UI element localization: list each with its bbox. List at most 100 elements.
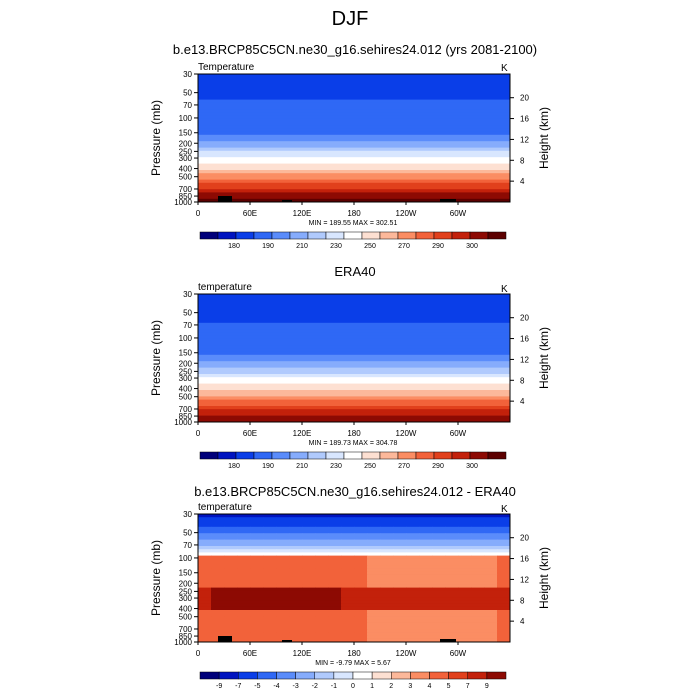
panel-3-contour-cell xyxy=(458,571,472,576)
panel-1-x-tick-label: 60W xyxy=(450,209,467,218)
panel-2-colorbar-swatch xyxy=(415,451,435,460)
panel-3-contour-cell xyxy=(315,523,329,528)
panel-3-contour-cell xyxy=(289,638,303,643)
panel-3-contour-cell xyxy=(302,552,316,557)
panel-3-contour-cell xyxy=(276,530,290,534)
panel-3-contour-cell xyxy=(224,584,238,589)
panel-3-contour-cell xyxy=(211,562,225,566)
panel-3-contour-cell xyxy=(419,542,433,547)
panel-3-contour-cell xyxy=(198,587,212,592)
panel-3-contour-cell xyxy=(341,594,355,598)
panel-3-contour-cell xyxy=(224,555,238,560)
panel-3-contour-cell xyxy=(393,600,407,605)
panel-3-contour-cell xyxy=(276,526,290,531)
panel-3-contour-cell xyxy=(341,606,355,611)
panel-3-contour-cell xyxy=(380,523,394,528)
panel-3-contour-cell xyxy=(302,526,316,531)
panel-1-plot xyxy=(198,74,511,203)
panel-3-contour-cell xyxy=(302,565,316,569)
panel-3-contour-cell xyxy=(328,632,342,637)
panel-3-contour-cell xyxy=(406,613,420,617)
panel-3-contour-cell xyxy=(211,533,225,537)
panel-3-contour-cell xyxy=(445,546,459,550)
panel-3-y-axis-title: Pressure (mb) xyxy=(149,540,163,616)
panel-3-colorbar-label: -9 xyxy=(216,683,222,690)
panel-3-contour-cell xyxy=(419,558,433,563)
panel-3-contour-cell xyxy=(484,549,498,553)
panel-1-colorbar-swatch xyxy=(325,231,345,240)
panel-3-contour-cell xyxy=(497,603,511,608)
panel-3-contour-cell xyxy=(445,514,459,518)
panel-3-contour-cell xyxy=(497,571,511,576)
panel-3-contour-cell xyxy=(263,533,277,537)
panel-3-contour-cell xyxy=(328,606,342,611)
panel-3-contour-cell xyxy=(367,552,381,557)
panel-3-contour-cell xyxy=(497,626,511,630)
panel-3-contour-cell xyxy=(432,578,446,582)
panel-3-contour-cell xyxy=(237,632,251,637)
panel-3-contour-cell xyxy=(237,523,251,528)
panel-3-contour-cell xyxy=(250,530,264,534)
panel-3-contour-cell xyxy=(354,571,368,576)
panel-3-contour-cell xyxy=(263,584,277,589)
panel-3-contour-cell xyxy=(289,590,303,595)
panel-3-contour-cell xyxy=(497,539,511,544)
panel-3-contour-cell xyxy=(250,565,264,569)
panel-3-contour-cell xyxy=(406,514,420,518)
panel-1-y-axis-right-title: Height (km) xyxy=(537,107,551,169)
panel-3-contour-cell xyxy=(406,517,420,521)
panel-2-colorbar-label: 180 xyxy=(228,463,240,470)
panel-3-y-tick-label: 200 xyxy=(179,579,193,588)
panel-3-contour-cell xyxy=(406,603,420,608)
panel-2-plot xyxy=(198,294,511,423)
panel-3-contour-cell xyxy=(263,616,277,621)
panel-3-contour-cell xyxy=(406,562,420,566)
panel-3-contour-cell xyxy=(380,555,394,560)
panel-3-contour-cell xyxy=(432,635,446,640)
panel-3-contour-cell xyxy=(458,632,472,637)
panel-3-contour-cell xyxy=(432,568,446,573)
panel-3-contour-cell xyxy=(276,542,290,547)
panel-1-colorbar-label: 250 xyxy=(364,243,376,250)
panel-3-contour-cell xyxy=(224,536,238,541)
panel-3-contour-cell xyxy=(354,520,368,525)
panel-3-y-tick-label: 50 xyxy=(183,529,192,538)
panel-1-y-tick-label: 250 xyxy=(179,147,193,156)
panel-3-contour-cell xyxy=(419,546,433,550)
panel-3-colorbar-label: -4 xyxy=(273,683,279,690)
panel-3-contour-cell xyxy=(341,590,355,595)
panel-3-contour-cell xyxy=(497,520,511,525)
panel-1-contour-cell xyxy=(198,134,511,139)
panel-3-contour-cell xyxy=(250,526,264,531)
panel-3-contour-cell xyxy=(315,600,329,605)
panel-3-contour-cell xyxy=(315,603,329,608)
panel-3-contour-cell xyxy=(484,520,498,525)
panel-3-contour-cell xyxy=(445,552,459,557)
panel-3-contour-cell xyxy=(406,638,420,643)
panel-3-contour-cell xyxy=(458,558,472,563)
panel-3-contour-cell xyxy=(341,536,355,541)
panel-1-colorbar-swatch xyxy=(397,231,417,240)
panel-3-contour-cell xyxy=(471,578,485,582)
panel-3-topography-africa xyxy=(218,636,232,642)
panel-3-contour-cell xyxy=(211,565,225,569)
panel-3-contour-cell xyxy=(211,552,225,557)
panel-3-colorbar-swatch xyxy=(295,671,315,680)
panel-3-contour-cell xyxy=(445,619,459,624)
panel-3-contour-cell xyxy=(458,562,472,566)
panel-3-contour-cell xyxy=(276,514,290,518)
panel-3-contour-cell xyxy=(224,552,238,557)
panel-3-contour-cell xyxy=(198,578,212,582)
panel-3-contour-cell xyxy=(224,587,238,592)
panel-3-contour-cell xyxy=(198,629,212,633)
panel-1-colorbar-label: 180 xyxy=(228,243,240,250)
panel-3-contour-cell xyxy=(263,514,277,518)
panel-3-contour-cell xyxy=(302,578,316,582)
panel-3-contour-cell xyxy=(393,622,407,627)
panel-3-contour-cell xyxy=(289,536,303,541)
panel-3-x-tick-label: 0 xyxy=(196,649,201,658)
panel-3-contour-cell xyxy=(198,613,212,617)
panel-3-contour-cell xyxy=(484,587,498,592)
panel-3-contour-cell xyxy=(289,610,303,614)
panel-3-contour-cell xyxy=(445,549,459,553)
